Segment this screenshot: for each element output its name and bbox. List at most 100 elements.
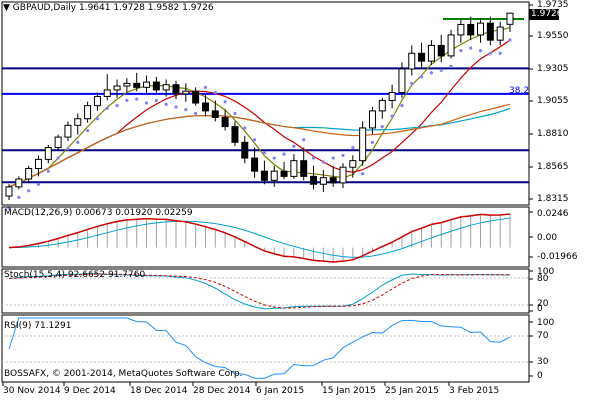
psar-dot	[341, 153, 345, 158]
candle-body	[113, 85, 121, 91]
psar-dot	[302, 138, 306, 142]
psar-dot	[351, 145, 355, 150]
macd-label: MACD(12,26,9) 0.00673 0.01920 0.02259	[4, 208, 193, 218]
psar-dot	[262, 151, 267, 155]
candle-body	[241, 141, 249, 159]
psar-dot	[223, 100, 227, 104]
candle-body	[172, 84, 180, 95]
rsi-pane[interactable]	[1, 314, 530, 383]
rsi-tick: 0	[537, 371, 543, 381]
psar-dot	[203, 85, 208, 89]
stoch-pane[interactable]	[1, 268, 530, 314]
candle-body	[64, 124, 72, 138]
candle-body	[447, 34, 455, 57]
candle-body	[44, 147, 52, 160]
psar-dot	[184, 107, 188, 112]
psar-dot	[508, 38, 512, 42]
time-axis-ticks	[2, 382, 450, 386]
psar-dot	[380, 125, 384, 129]
candle-body	[231, 126, 239, 143]
price-tick: 1.8565	[537, 162, 569, 172]
psar-dot	[56, 156, 60, 160]
candle-body	[143, 81, 151, 88]
close-value: 1.9726	[182, 3, 214, 13]
candle-body	[192, 90, 200, 104]
candle-body	[378, 99, 386, 112]
candle-body	[270, 170, 278, 181]
psar-dot	[125, 98, 129, 103]
macd-tick: 0.00	[537, 233, 558, 243]
price-tick: 1.8810	[537, 129, 569, 139]
candle-body	[506, 12, 514, 25]
candle-body	[329, 177, 337, 184]
time-tick: 9 Dec 2014	[64, 386, 116, 396]
candle-body	[93, 95, 101, 107]
candle-body	[339, 166, 347, 184]
psar-dot	[135, 97, 139, 101]
psar-dot	[243, 126, 247, 130]
psar-dot	[419, 75, 424, 79]
psar-dot	[144, 101, 149, 105]
macd-tick: 0.0246	[537, 209, 569, 219]
candle-body	[359, 127, 367, 162]
psar-dot	[311, 156, 316, 160]
rsi-tick: 30	[537, 357, 549, 367]
candle-body	[496, 26, 504, 41]
candle-body	[427, 44, 435, 62]
psar-dot	[154, 98, 158, 103]
price-tick: 1.9305	[537, 64, 569, 74]
psar-dot	[46, 169, 50, 173]
rsi-tick: 70	[537, 331, 549, 341]
candle-body	[211, 110, 219, 118]
psar-dot	[361, 172, 365, 176]
candle-body	[221, 116, 229, 128]
price-pane[interactable]	[1, 1, 559, 210]
candle-body	[388, 92, 396, 101]
candle-body	[251, 157, 259, 172]
price-tick: 1.9055	[537, 96, 569, 106]
candle-body	[418, 52, 426, 62]
price-pane-border	[1, 1, 530, 206]
psar-dot	[213, 90, 217, 95]
candle-body	[408, 52, 416, 70]
macd-histogram	[18, 214, 511, 262]
high-value: 1.9728	[113, 3, 145, 13]
psar-dot	[36, 182, 41, 186]
moving-averages	[8, 27, 511, 188]
symbol-label: GBPAUD,Daily	[12, 3, 77, 13]
psar-dot	[469, 46, 473, 50]
low-value: 1.9582	[147, 3, 180, 13]
candle-body	[162, 84, 170, 91]
time-tick: 28 Dec 2014	[193, 386, 251, 396]
psar-dot	[292, 144, 296, 148]
rsi-pane-border	[1, 314, 530, 383]
psar-dot	[66, 147, 70, 151]
candle-body	[103, 89, 111, 97]
collapse-arrow-icon[interactable]: ▼	[3, 3, 10, 13]
candle-body	[15, 178, 23, 188]
psar-dot	[95, 117, 100, 121]
candle-body	[133, 82, 141, 88]
psar-dot	[272, 156, 276, 160]
psar-dot	[252, 138, 257, 142]
psar-dot	[390, 114, 394, 118]
psar-dot	[17, 195, 21, 199]
fibo-label: 38.2	[509, 86, 530, 96]
candle-body	[152, 81, 160, 91]
price-tick: 1.9735	[537, 0, 569, 10]
stoch-tick: 100	[537, 267, 555, 277]
candle-body	[280, 170, 288, 177]
time-tick: 30 Nov 2014	[3, 386, 61, 396]
psar-dot	[498, 51, 502, 55]
psar-dot	[27, 189, 31, 193]
current-price-label: 1.9726	[531, 9, 563, 19]
stoch-tick: 0	[537, 304, 543, 314]
candles	[5, 12, 514, 200]
stoch-tick: 20	[537, 299, 549, 309]
time-tick: 15 Jan 2015	[322, 386, 376, 396]
candle-body	[5, 186, 13, 197]
stoch-pane-border	[1, 268, 530, 314]
stoch-main-line	[8, 273, 511, 310]
